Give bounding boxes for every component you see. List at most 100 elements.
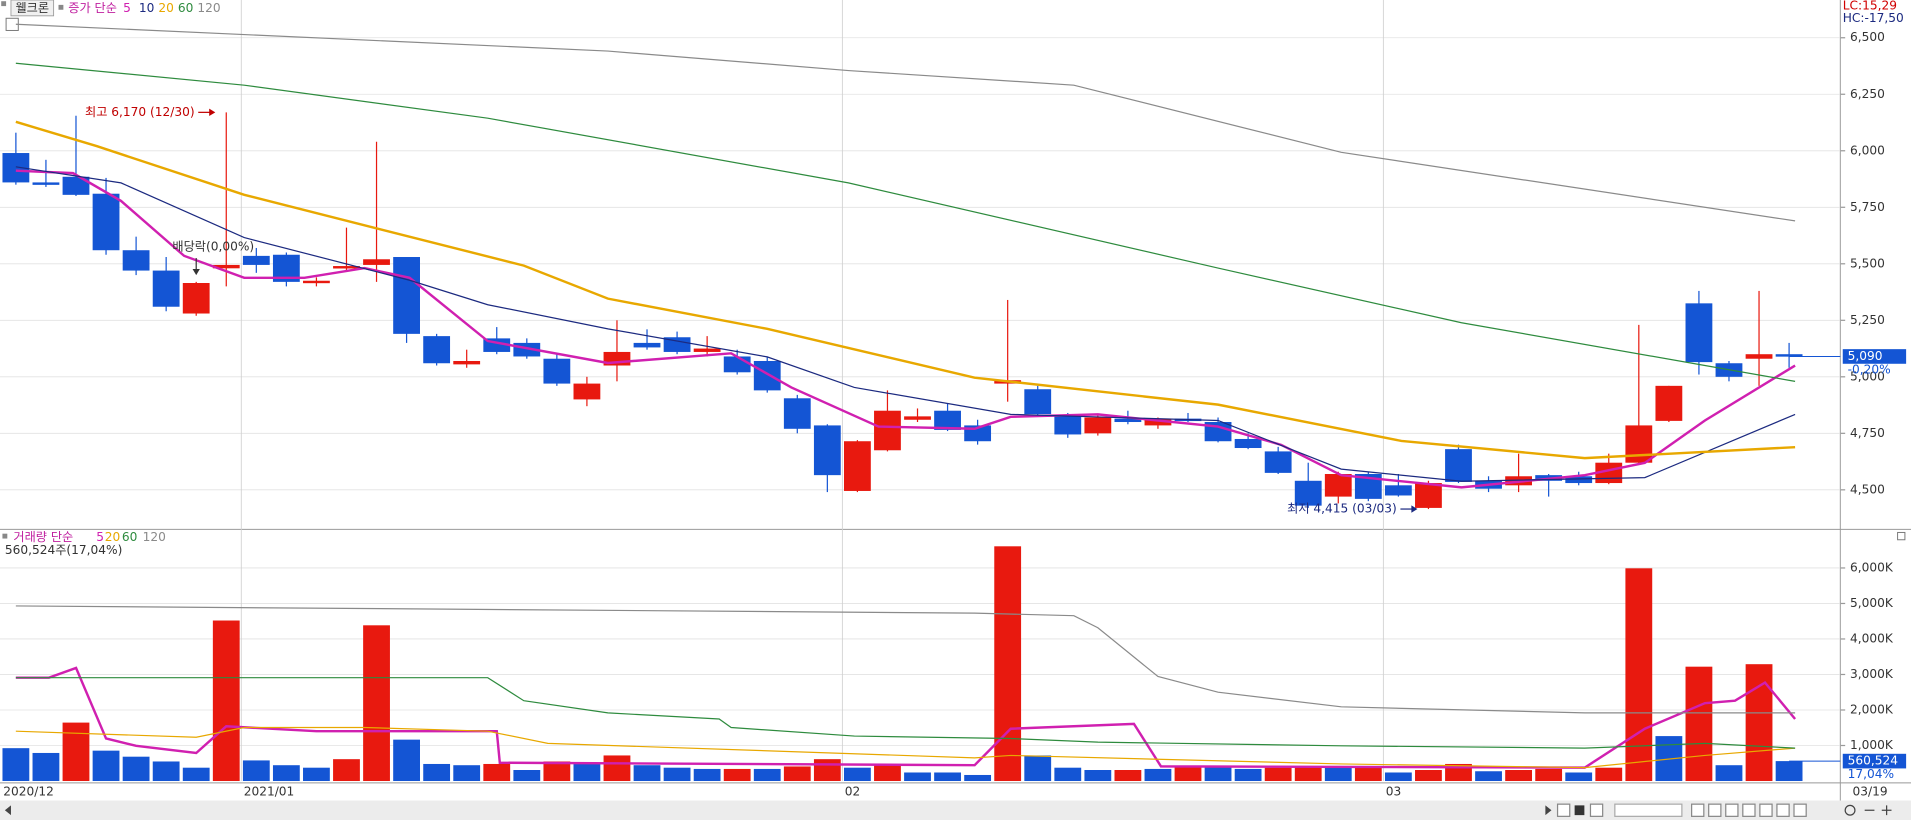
volume-bar xyxy=(1174,766,1202,782)
candle-body xyxy=(62,176,90,195)
tool-button[interactable] xyxy=(1776,803,1790,817)
moving-average-line xyxy=(15,605,1796,714)
volume-bar xyxy=(663,767,691,782)
tool-button[interactable] xyxy=(1708,803,1722,817)
tool-button[interactable] xyxy=(1742,803,1756,817)
volume-bar xyxy=(573,763,601,782)
x-tick-label: 2020/12 xyxy=(3,784,54,798)
volume-bar xyxy=(1054,767,1082,782)
scroll-left[interactable] xyxy=(4,805,11,816)
last-value-box xyxy=(1842,349,1907,364)
y-tick-label: 4,750 xyxy=(1850,426,1885,440)
legend-entry: 5 xyxy=(123,1,131,15)
tool-button[interactable] xyxy=(1793,803,1807,817)
legend-icon xyxy=(58,4,64,10)
moving-average-line xyxy=(15,62,1796,382)
forward-button[interactable] xyxy=(1589,803,1604,817)
volume-bar xyxy=(693,768,721,782)
volume-bar xyxy=(1745,664,1773,782)
candle-body xyxy=(1144,418,1172,426)
candle-body xyxy=(1264,451,1292,473)
candle-body xyxy=(843,441,871,491)
volume-bar xyxy=(62,722,90,782)
candle-body xyxy=(573,383,601,400)
stop-button[interactable] xyxy=(1574,805,1585,816)
volume-bar xyxy=(1565,772,1593,782)
arrow-head xyxy=(209,108,216,116)
zoom-button[interactable] xyxy=(1844,804,1856,816)
legend-entry: 5 xyxy=(96,530,104,544)
y-tick-label: 3,000K xyxy=(1850,667,1894,681)
volume-bar xyxy=(1354,766,1382,782)
volume-bar xyxy=(453,765,481,782)
x-tick-label: 2021/01 xyxy=(244,784,295,798)
candle-body xyxy=(663,337,691,352)
candle-body xyxy=(303,280,330,284)
volume-bar xyxy=(904,772,931,782)
volume-bar xyxy=(272,765,300,782)
x-tick-label: 03 xyxy=(1386,784,1402,798)
volume-bar xyxy=(2,748,30,782)
volume-bar xyxy=(1595,767,1623,782)
candle-body xyxy=(152,270,180,307)
legend-title: 증가 단순 xyxy=(68,1,117,15)
volume-bar xyxy=(543,761,571,782)
y-tick-label: 5,250 xyxy=(1850,313,1885,327)
candle-body xyxy=(723,356,751,373)
volume-bar xyxy=(1505,770,1533,782)
candle-body xyxy=(904,416,931,420)
tool-button[interactable] xyxy=(1759,803,1773,817)
candle-body xyxy=(1324,474,1352,497)
legend-icon xyxy=(2,533,8,539)
volume-bar xyxy=(1264,767,1292,782)
play-button[interactable] xyxy=(1545,805,1552,816)
zoom-slider[interactable] xyxy=(1614,803,1683,817)
candle-body xyxy=(1655,385,1683,421)
candle-body xyxy=(1084,417,1112,434)
candle-body xyxy=(753,360,781,391)
annotation: 배당락(0,00%) xyxy=(172,240,254,254)
volume-bar xyxy=(994,546,1022,782)
candle-body xyxy=(813,425,841,476)
moving-average-line xyxy=(15,120,1796,460)
tool-button[interactable] xyxy=(1691,803,1705,817)
legend-icon xyxy=(1,1,7,7)
moving-average-line xyxy=(15,23,1796,222)
candle-body xyxy=(423,336,451,364)
candle-body xyxy=(1114,418,1142,423)
rewind-button[interactable] xyxy=(1556,803,1571,817)
volume-bar xyxy=(843,767,871,782)
y-tick-label: 6,250 xyxy=(1850,87,1885,101)
candle-body xyxy=(874,410,901,451)
candle-body xyxy=(783,398,811,429)
volume-bar xyxy=(633,765,661,782)
volume-bar xyxy=(242,760,270,782)
legend-entry: 120 xyxy=(197,1,220,15)
candle-body xyxy=(212,264,240,269)
candle-body xyxy=(1234,438,1262,449)
moving-average-line xyxy=(15,677,1796,749)
volume-bar xyxy=(1324,766,1352,782)
annotation: 최저 4,415 (03/03) xyxy=(1287,502,1397,516)
tool-button[interactable] xyxy=(1725,803,1739,817)
volume-bar xyxy=(333,759,360,782)
candle-body xyxy=(1625,425,1653,463)
volume-bar xyxy=(1384,772,1412,782)
stock-button[interactable] xyxy=(10,0,55,17)
volume-bar xyxy=(753,768,781,782)
legend-entry: 60 xyxy=(178,1,194,15)
candle-body xyxy=(32,182,60,185)
volume-bar xyxy=(1685,666,1713,782)
y-tick-label: 6,000 xyxy=(1850,143,1885,157)
volume-bar xyxy=(874,763,901,782)
panel-button[interactable] xyxy=(1897,531,1906,541)
y-tick-label: 6,000K xyxy=(1850,560,1894,574)
candle-body xyxy=(333,266,360,269)
volume-bar xyxy=(934,772,961,782)
volume-bar xyxy=(513,770,541,782)
y-tick-label: 4,500 xyxy=(1850,482,1885,496)
volume-bar xyxy=(1625,568,1653,782)
y-tick-label: 5,750 xyxy=(1850,200,1885,214)
volume-bar xyxy=(813,759,841,782)
